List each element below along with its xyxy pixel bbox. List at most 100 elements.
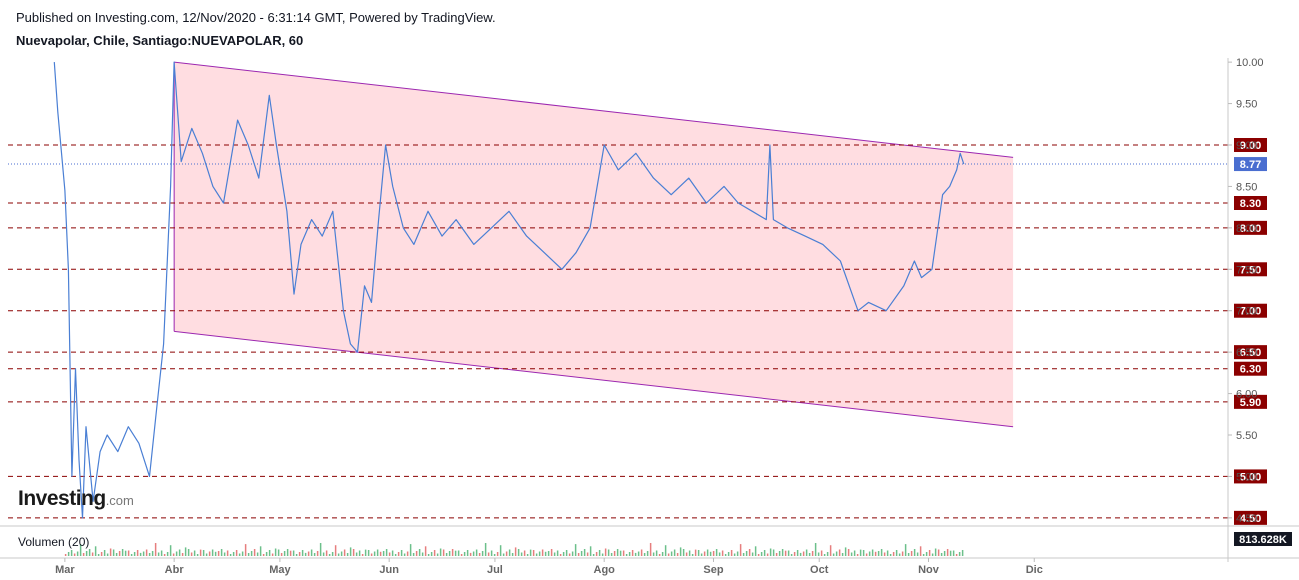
volume-bar <box>850 552 853 556</box>
volume-bar <box>148 553 151 556</box>
volume-bar <box>928 550 931 556</box>
volume-bar <box>868 551 871 556</box>
volume-bar <box>739 544 742 556</box>
volume-bar <box>691 554 694 556</box>
volume-bar <box>817 552 820 556</box>
volume-bar <box>367 550 370 556</box>
volume-bar <box>880 549 883 556</box>
volume-bar <box>895 550 898 556</box>
volume-bar <box>652 552 655 556</box>
volume-bar <box>907 553 910 556</box>
investing-logo: Investing.com <box>18 487 134 511</box>
volume-bar <box>577 553 580 556</box>
volume-bar <box>877 551 880 556</box>
volume-bar <box>826 552 829 556</box>
volume-bar <box>583 549 586 556</box>
volume-bar <box>121 549 124 556</box>
volume-bar <box>625 554 628 556</box>
volume-bar <box>316 551 319 556</box>
volume-bar <box>949 550 952 556</box>
volume-bar <box>871 549 874 556</box>
volume-bar <box>304 552 307 556</box>
volume-bar <box>529 549 532 556</box>
volume-bar <box>865 553 868 556</box>
volume-bar <box>616 549 619 556</box>
price-level-tag <box>1234 469 1267 484</box>
volume-bar <box>841 553 844 556</box>
volume-bar <box>220 549 223 556</box>
volume-bar <box>433 550 436 556</box>
volume-bar <box>586 552 589 556</box>
volume-bar <box>259 546 262 556</box>
volume-bar <box>76 551 79 556</box>
channel-upper-line <box>174 61 1014 158</box>
volume-bar <box>178 549 181 556</box>
volume-bar <box>571 551 574 556</box>
volume-bar <box>799 552 802 556</box>
volume-bar <box>655 550 658 556</box>
volume-bar <box>301 550 304 556</box>
volume-bar <box>115 553 118 556</box>
volume-bar <box>775 553 778 556</box>
volume-bar <box>937 549 940 556</box>
volume-bar <box>232 552 235 556</box>
volume-bar <box>172 553 175 556</box>
volume-bar <box>436 553 439 556</box>
volume-bar <box>601 553 604 556</box>
x-tick-label: Jun <box>379 564 399 576</box>
x-tick-label: Abr <box>165 564 185 576</box>
volume-bar <box>310 549 313 556</box>
volume-bar <box>70 550 73 556</box>
volume-bar <box>661 552 664 556</box>
volume-bar <box>325 550 328 556</box>
volume-bar <box>688 550 691 556</box>
volume-bar <box>508 549 511 556</box>
volume-bar <box>82 553 85 556</box>
volume-bar <box>790 554 793 556</box>
volume-bar <box>412 553 415 556</box>
volume-bar <box>88 549 91 556</box>
last-price-tag-label: 8.77 <box>1240 159 1261 171</box>
volume-bar <box>802 551 805 556</box>
volume-bar <box>604 548 607 556</box>
volume-bar <box>400 550 403 556</box>
volume-bar <box>166 552 169 556</box>
volume-bar <box>94 546 97 556</box>
volume-bar <box>811 551 814 556</box>
volume-bar <box>415 551 418 556</box>
volume-bar <box>358 550 361 556</box>
volume-bar <box>613 551 616 556</box>
x-tick-label: Nov <box>918 564 940 576</box>
x-tick-label: May <box>269 564 291 576</box>
volume-bar <box>262 554 265 556</box>
volume-bar <box>904 544 907 556</box>
volume-bar <box>442 549 445 556</box>
y-tick-label: 9.00 <box>1236 140 1257 152</box>
volume-bar <box>319 543 322 556</box>
volume-bar <box>100 552 103 556</box>
price-level-tag <box>1234 220 1267 235</box>
volume-bar <box>403 553 406 556</box>
volume-bar <box>109 548 112 556</box>
volume-bar <box>673 549 676 556</box>
volume-bar <box>67 552 70 556</box>
volume-bar <box>334 545 337 556</box>
volume-bar <box>607 549 610 556</box>
volume-bar <box>757 554 760 556</box>
volume-bar <box>223 552 226 556</box>
volume-bar <box>451 549 454 556</box>
volume-bar <box>79 544 82 556</box>
volume-bar <box>886 550 889 556</box>
volume-bar <box>847 549 850 556</box>
volume-bar <box>568 553 571 556</box>
volume-bar <box>283 551 286 556</box>
volume-bar <box>946 549 949 556</box>
price-series-line <box>53 61 965 519</box>
volume-bar <box>727 552 730 556</box>
series-layer <box>53 61 965 519</box>
volume-bar <box>331 552 334 556</box>
volume-bar <box>754 546 757 556</box>
volume-bar <box>439 548 442 556</box>
volume-bar <box>295 554 298 556</box>
